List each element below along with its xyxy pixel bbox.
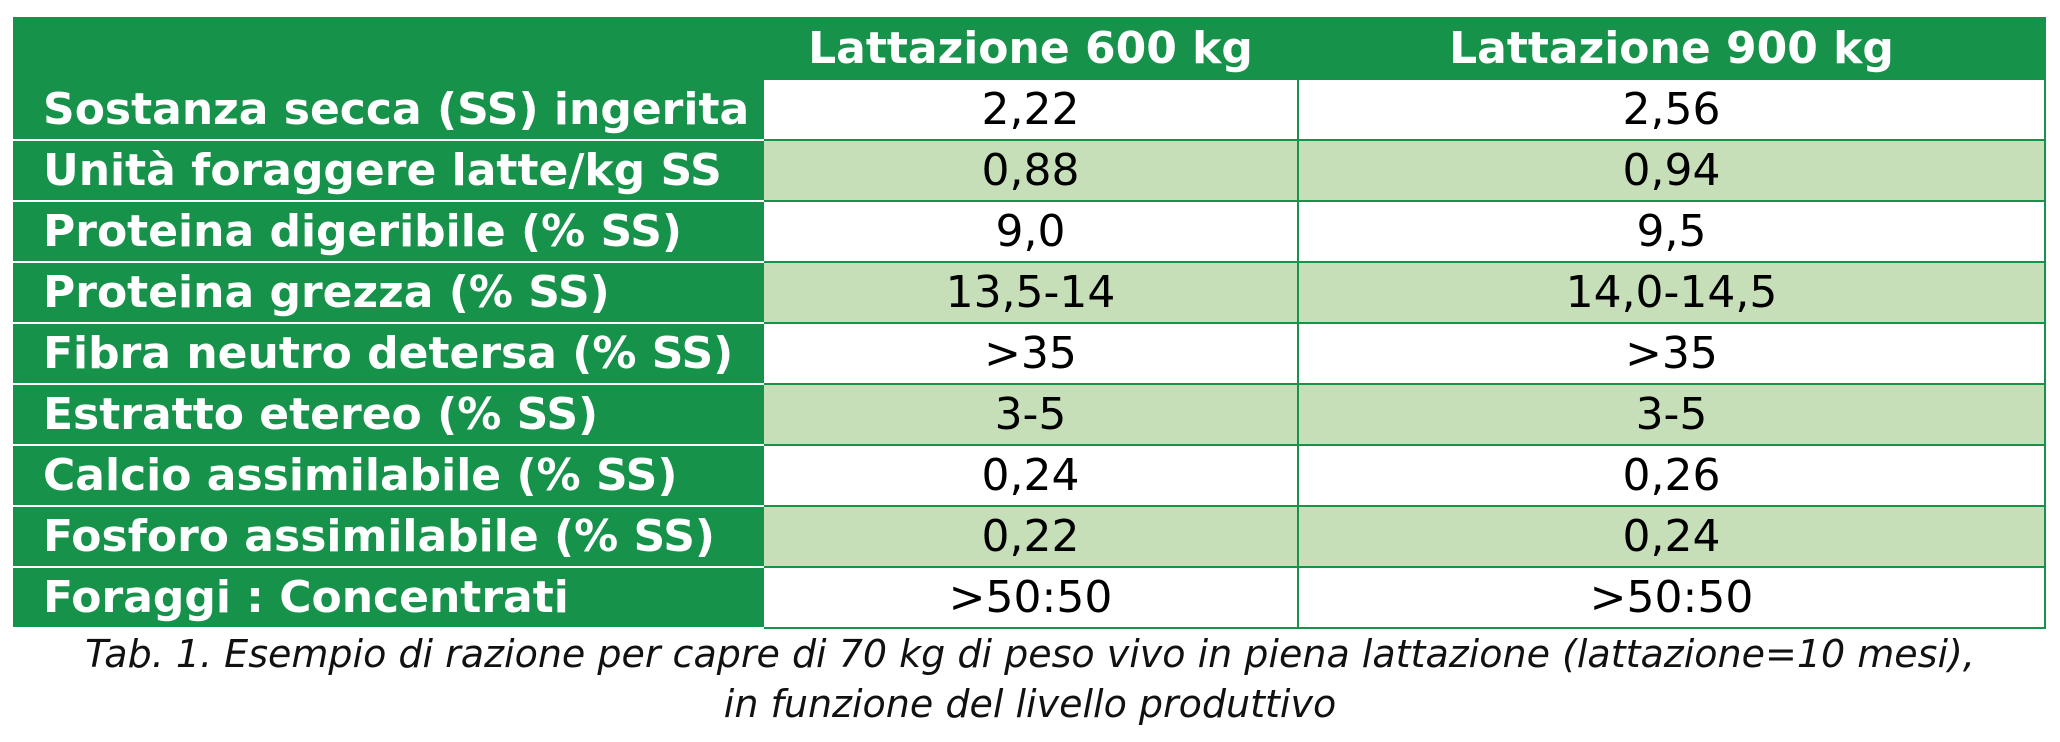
cell-value: 0,24 (1297, 505, 2046, 568)
row-label: Foraggi : Concentrati (13, 566, 764, 629)
table-row: Proteina grezza (% SS) 13,5-14 14,0-14,5 (13, 261, 2046, 324)
cell-value: 3-5 (762, 383, 1299, 446)
cell-value: 9,0 (762, 200, 1299, 263)
cell-value: 9,5 (1297, 200, 2046, 263)
cell-value: 13,5-14 (762, 261, 1299, 324)
column-header: Lattazione 600 kg (762, 17, 1299, 80)
table-body: Sostanza secca (SS) ingerita 2,22 2,56 Unit… (13, 78, 2046, 629)
cell-value: 0,22 (762, 505, 1299, 568)
nutrition-table: Lattazione 600 kg Lattazione 900 kg Sosta… (13, 17, 2046, 629)
row-label: Fibra neutro detersa (% SS) (13, 322, 764, 385)
table-row: Foraggi : Concentrati >50:50 >50:50 (13, 566, 2046, 629)
row-label: Estratto etereo (% SS) (13, 383, 764, 446)
row-label: Sostanza secca (SS) ingerita (13, 78, 764, 141)
row-label: Calcio assimilabile (% SS) (13, 444, 764, 507)
cell-value: 0,26 (1297, 444, 2046, 507)
row-label: Unità foraggere latte/kg SS (13, 139, 764, 202)
header-row: Lattazione 600 kg Lattazione 900 kg (13, 17, 2046, 80)
row-label: Proteina digeribile (% SS) (13, 200, 764, 263)
cell-value: 0,88 (762, 139, 1299, 202)
row-label: Proteina grezza (% SS) (13, 261, 764, 324)
table-row: Fosforo assimilabile (% SS) 0,22 0,24 (13, 505, 2046, 568)
cell-value: 14,0-14,5 (1297, 261, 2046, 324)
cell-value: >35 (1297, 322, 2046, 385)
header-corner (13, 17, 764, 80)
column-header: Lattazione 900 kg (1297, 17, 2046, 80)
cell-value: 3-5 (1297, 383, 2046, 446)
table-row: Unità foraggere latte/kg SS 0,88 0,94 (13, 139, 2046, 202)
table-row: Proteina digeribile (% SS) 9,0 9,5 (13, 200, 2046, 263)
table-row: Fibra neutro detersa (% SS) >35 >35 (13, 322, 2046, 385)
cell-value: >50:50 (1297, 566, 2046, 629)
cell-value: >35 (762, 322, 1299, 385)
table-row: Sostanza secca (SS) ingerita 2,22 2,56 (13, 78, 2046, 141)
cell-value: >50:50 (762, 566, 1299, 629)
row-label: Fosforo assimilabile (% SS) (13, 505, 764, 568)
table-row: Estratto etereo (% SS) 3-5 3-5 (13, 383, 2046, 446)
cell-value: 0,94 (1297, 139, 2046, 202)
caption-line: in funzione del livello produttivo (723, 682, 1337, 726)
cell-value: 2,22 (762, 78, 1299, 141)
cell-value: 2,56 (1297, 78, 2046, 141)
table-row: Calcio assimilabile (% SS) 0,24 0,26 (13, 444, 2046, 507)
caption-line: Tab. 1. Esempio di razione per capre di … (85, 632, 1975, 676)
cell-value: 0,24 (762, 444, 1299, 507)
